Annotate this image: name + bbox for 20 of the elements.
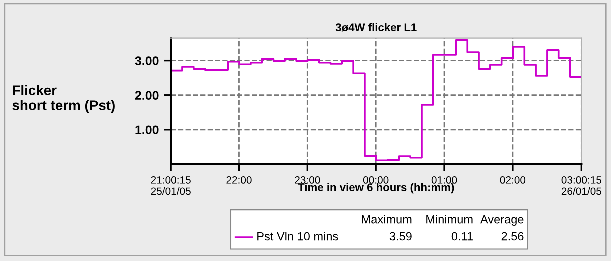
text: Average bbox=[480, 215, 524, 226]
x-axis-title: Time in view 6 hours (hh:mm) bbox=[298, 183, 454, 194]
x-tick-label: 00:00 bbox=[363, 176, 389, 184]
x-tick-label: 02:00 bbox=[500, 176, 526, 184]
text: Maximum bbox=[362, 215, 412, 224]
y-tick-label: 1.00 bbox=[136, 126, 159, 135]
legend-label: Pst Vln 10 mins bbox=[258, 232, 338, 241]
x-tick-label: 23:00 bbox=[295, 176, 320, 184]
y-tick-label: 3.00 bbox=[135, 56, 159, 66]
y-axis-title: Flicker short term (Pst) bbox=[12, 85, 115, 114]
text: 0.11 bbox=[452, 232, 473, 241]
x-tick-label: 03:00:15 26/01/05 bbox=[562, 176, 602, 196]
text: 3.59 bbox=[390, 232, 412, 241]
text: Minimum bbox=[426, 215, 473, 224]
y-tick-label: 2.00 bbox=[135, 91, 159, 100]
x-tick-label: 22:00 bbox=[226, 176, 252, 184]
x-tick-label: 01:00 bbox=[432, 176, 458, 184]
x-tick-label: 21:00:15 25/01/05 bbox=[151, 176, 191, 196]
chart-title: 3ø4W flicker L1 bbox=[336, 23, 417, 32]
text: 2.56 bbox=[502, 232, 524, 241]
